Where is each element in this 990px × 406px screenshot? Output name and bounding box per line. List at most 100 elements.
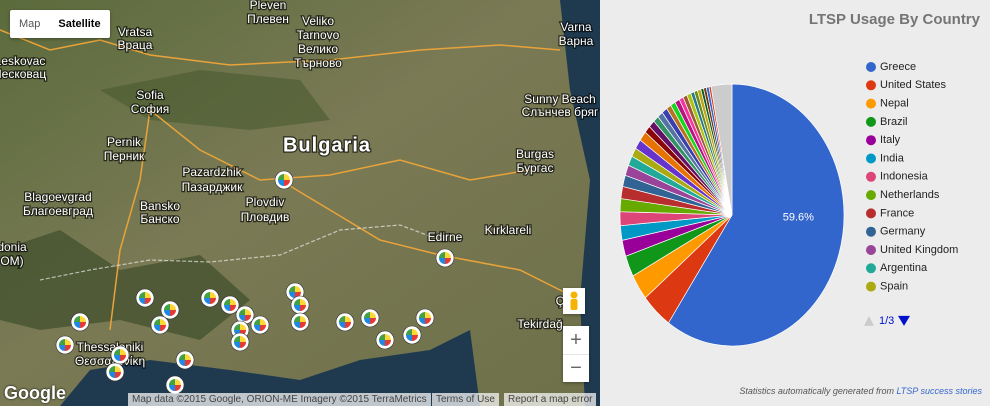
marker-segment [169, 385, 175, 391]
google-logo[interactable]: Google [4, 383, 66, 403]
marker-segment [139, 298, 145, 304]
legend-swatch [866, 171, 876, 182]
site-marker[interactable] [110, 345, 130, 365]
slice-label: 59.6% [783, 212, 814, 224]
pie-slice [668, 83, 845, 347]
map: Pleven Плевен Vratsa Враца Veliko Tarnovo Вели… [0, 0, 600, 406]
legend-label: United States [880, 79, 947, 91]
report-link[interactable]: Report a map error [504, 393, 597, 406]
satellite-button[interactable]: Satellite [58, 18, 101, 30]
marker-segment [204, 298, 210, 304]
place-label: Blagoevgrad [24, 190, 91, 204]
site-marker[interactable] [160, 300, 180, 320]
site-marker[interactable] [55, 335, 75, 355]
site-marker[interactable] [435, 248, 455, 268]
zoom-in[interactable]: + [570, 329, 582, 351]
site-marker[interactable] [402, 325, 422, 345]
marker-segment [74, 322, 80, 328]
place-label: Благоевград [23, 204, 93, 218]
legend-label: Spain [880, 281, 908, 293]
place-label: Слънчев бряг [522, 105, 599, 119]
marker-segment [278, 180, 284, 186]
site-marker[interactable] [220, 295, 240, 315]
place-label: Бургас [517, 161, 554, 175]
zoom-out[interactable]: − [563, 354, 589, 383]
marker-segment [239, 309, 245, 315]
marker-segment [240, 324, 246, 330]
legend-label: Brazil [880, 116, 908, 128]
site-marker[interactable] [175, 350, 195, 370]
map-button[interactable]: Map [19, 18, 41, 30]
marker-segment [284, 180, 290, 186]
marker-segment [425, 318, 431, 324]
marker-segment [289, 286, 295, 292]
site-marker[interactable] [415, 308, 435, 328]
terms-link[interactable]: Terms of Use [432, 393, 499, 406]
site-marker[interactable] [274, 170, 294, 190]
marker-segment [224, 305, 230, 311]
legend-next[interactable] [898, 315, 910, 326]
marker-segment [294, 299, 300, 305]
site-marker[interactable] [150, 315, 170, 335]
marker-segment [260, 325, 266, 331]
site-marker[interactable] [230, 332, 250, 352]
marker-segment [284, 174, 290, 180]
site-marker[interactable] [105, 362, 125, 382]
place-label: Pazardzhik [182, 165, 242, 179]
marker-segment [294, 305, 300, 311]
place-label: Sunny Beach [524, 92, 595, 106]
site-marker[interactable] [360, 308, 380, 328]
zoom-control: + − [563, 326, 589, 382]
site-marker[interactable] [250, 315, 270, 335]
legend-prev[interactable] [864, 315, 874, 326]
marker-segment [370, 318, 376, 324]
marker-segment [245, 309, 251, 315]
site-marker[interactable] [235, 305, 255, 325]
border [39, 224, 441, 281]
marker-segment [114, 349, 120, 355]
marker-segment [80, 316, 86, 322]
pegman-icon [570, 291, 578, 310]
legend-label: Germany [880, 226, 926, 238]
legend-swatch [866, 135, 876, 146]
chart: LTSP Usage By Country 59.6% Greece United … [619, 11, 981, 347]
site-marker[interactable] [375, 330, 395, 350]
marker-segment [234, 342, 240, 348]
legend-swatch [866, 226, 876, 237]
site-marker[interactable] [165, 375, 185, 395]
mountains [100, 70, 330, 130]
pegman[interactable] [563, 288, 585, 314]
site-marker[interactable] [290, 312, 310, 332]
place-label: София [131, 102, 169, 116]
footer-link[interactable]: LTSP success stories [896, 386, 982, 396]
site-marker[interactable] [335, 312, 355, 332]
marker-segment [154, 325, 160, 331]
mountains [0, 230, 250, 340]
marker-segment [425, 312, 431, 318]
marker-segment [74, 316, 80, 322]
place-label: Плевен [247, 12, 289, 26]
marker-segment [59, 339, 65, 345]
site-marker[interactable] [200, 288, 220, 308]
place-label: Враца [118, 38, 153, 52]
marker-segment [240, 336, 246, 342]
place-label: Пловдив [241, 210, 290, 224]
site-marker[interactable] [135, 288, 155, 308]
marker-segment [230, 299, 236, 305]
marker-segment [59, 345, 65, 351]
marker-segment [300, 316, 306, 322]
site-marker[interactable] [70, 312, 90, 332]
marker-segment [339, 316, 345, 322]
place-label: Велико [298, 42, 338, 56]
marker-segment [379, 340, 385, 346]
marker-segment [154, 319, 160, 325]
marker-segment [169, 379, 175, 385]
marker-segment [370, 312, 376, 318]
place-label: Ç [556, 294, 565, 308]
marker-segment [170, 310, 176, 316]
marker-segment [406, 329, 412, 335]
site-marker[interactable] [290, 295, 310, 315]
marker-segment [419, 318, 425, 324]
place-label: Burgas [516, 147, 554, 161]
place-label: Bansko [140, 199, 180, 213]
